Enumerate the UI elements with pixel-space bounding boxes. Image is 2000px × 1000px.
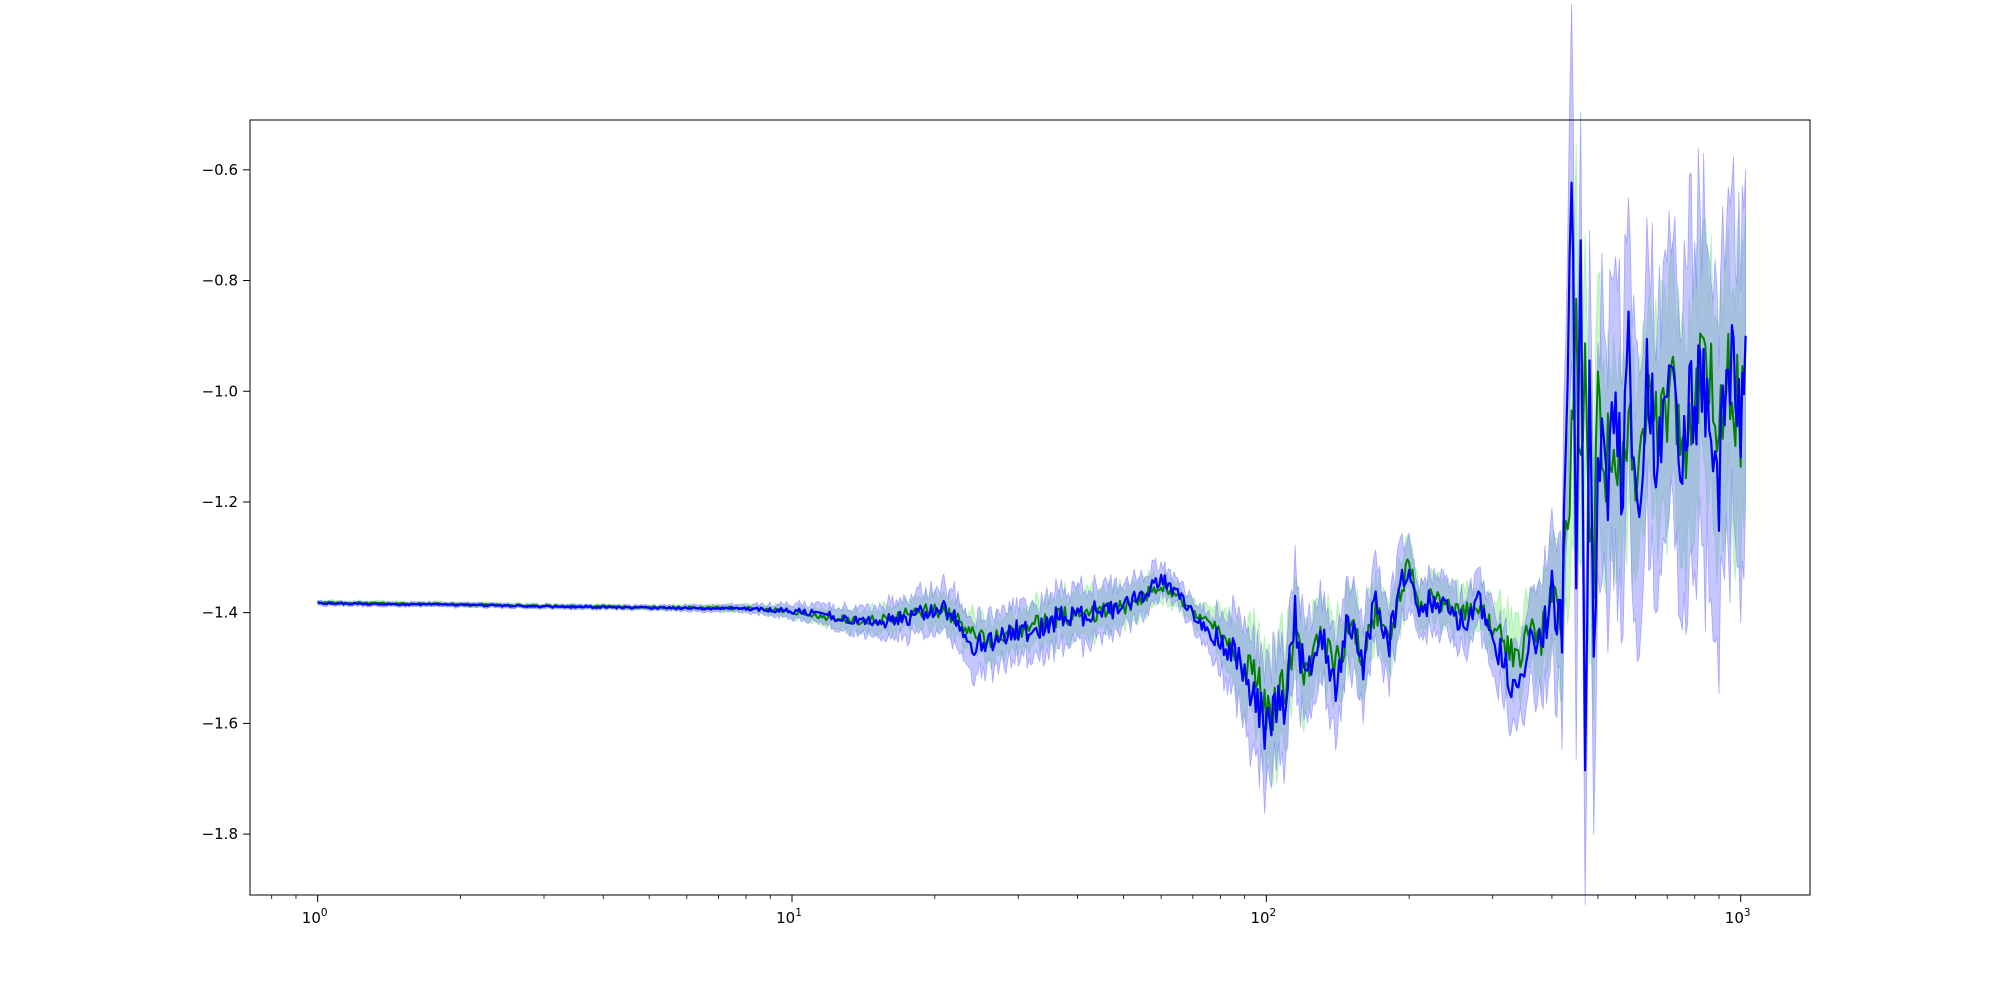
axes-frame [249,119,1811,896]
y-tick-label: −1.4 [202,604,238,622]
x-tick-label: 101 [776,907,802,927]
y-tick-label: −1.8 [202,825,238,843]
series-line-2 [317,181,1747,772]
error-bands [317,3,1746,906]
plot-area [317,3,1747,906]
series-lines [317,181,1747,772]
y-tick-label: −1.0 [202,382,238,400]
y-axis: −0.6 −0.8 −1.0 −1.2 −1.4 −1.6 −1.8 [202,161,250,843]
y-tick-label: −1.6 [202,714,238,732]
x-axis: 100 101 102 103 [271,895,1751,927]
y-tick-label: −0.8 [202,272,238,290]
x-tick-label: 100 [302,907,328,927]
x-tick-label: 102 [1250,907,1276,927]
x-tick-label: 103 [1725,907,1751,927]
error-band-series-2 [317,3,1746,906]
y-tick-label: −1.2 [202,493,238,511]
y-tick-label: −0.6 [202,161,238,179]
